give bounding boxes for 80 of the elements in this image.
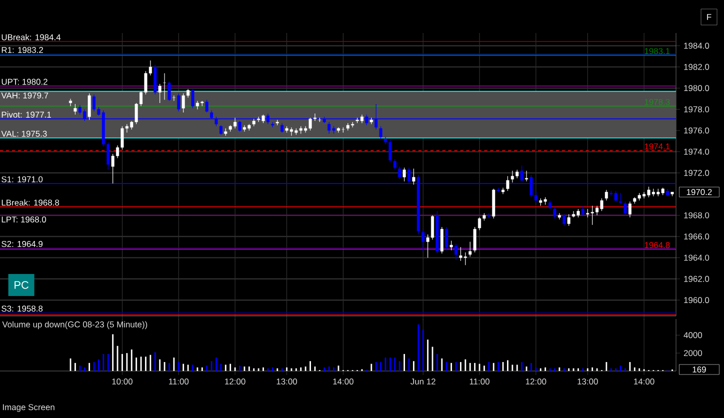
y-tick-label: 1960.0 (684, 297, 710, 304)
ref-line-label: S3: 1958.8 (2, 306, 43, 312)
candlestick (219, 124, 222, 136)
candlestick (402, 167, 406, 182)
text: Image Screen (2, 404, 54, 412)
ref-line-label: LPT: 1968.0 (2, 216, 46, 222)
x-tick-label: 13:00 (276, 378, 298, 385)
candlestick (280, 122, 284, 133)
y-tick-label: 1974.0 (684, 148, 710, 155)
y-tick-label: 1968.0 (684, 212, 710, 218)
candlestick (69, 98, 72, 106)
x-tick-label: 10:00 (112, 378, 132, 385)
x-tick-label: 11:00 (169, 378, 189, 385)
candlestick (74, 104, 77, 115)
candlestick (525, 170, 528, 182)
ref-line-label: S2: 1964.9 (2, 240, 43, 247)
ref-line-label: 1983.1 (644, 48, 670, 54)
candlestick (440, 226, 444, 254)
text: 169 (692, 366, 706, 372)
y-tick-label: 2000 (684, 350, 702, 356)
text: PC (14, 281, 29, 289)
candlestick (158, 84, 162, 104)
candlestick (454, 244, 458, 260)
candlestick (562, 214, 566, 226)
candlestick (412, 168, 416, 185)
x-tick-label: 14:00 (634, 378, 654, 385)
x-tick-label: 12:00 (526, 378, 546, 385)
y-tick-label: 4000 (684, 332, 702, 338)
text: F (707, 14, 712, 20)
candlestick (450, 240, 453, 251)
chart-title: Volume up down(GC 08-23 (5 Minute)) (2, 321, 148, 330)
candlestick (393, 158, 396, 170)
candlestick (553, 206, 556, 219)
ref-line-label: 1974.1 (644, 143, 670, 150)
candlestick (422, 230, 425, 252)
y-tick-label: 1978.0 (684, 106, 710, 112)
ref-line-label: R1: 1983.2 (2, 47, 43, 53)
ref-line-label: LBreak: 1968.8 (2, 199, 60, 206)
candlestick (581, 205, 584, 216)
candlestick (205, 99, 208, 113)
candlestick (88, 93, 91, 120)
candlestick (473, 226, 476, 253)
candlestick (624, 201, 627, 216)
x-tick-label: 13:00 (578, 378, 598, 385)
ref-line-label: Pivot: 1977.1 (2, 111, 51, 118)
y-tick-label: 1980.0 (684, 85, 710, 92)
x-tick-label: 12:00 (225, 378, 246, 385)
y-tick-label: 1982.0 (684, 64, 710, 70)
ref-line-label: UBreak: 1984.4 (2, 34, 61, 40)
candlestick (172, 95, 176, 102)
y-tick-label: 1964.0 (684, 254, 710, 261)
y-tick-label: 1976.0 (684, 128, 710, 134)
ref-line-label: UPT: 1980.2 (2, 78, 48, 85)
candlestick (619, 192, 622, 204)
candlestick (468, 242, 472, 257)
ref-line-label: VAH: 1979.7 (1, 92, 48, 98)
y-tick-label: 1984.0 (684, 42, 710, 49)
y-tick-label: 1972.0 (684, 170, 710, 176)
candlestick (168, 81, 171, 102)
candlestick (191, 88, 194, 109)
x-tick-label: 14:00 (333, 378, 354, 385)
text: 1970.2 (686, 189, 712, 196)
ref-line-label: S1: 1971.0 (2, 176, 43, 182)
ref-line-label: VAL: 1975.3 (1, 130, 47, 137)
ref-line-label: 1964.8 (644, 242, 670, 248)
y-tick-label: 1962.0 (684, 276, 710, 282)
candlestick (506, 176, 510, 192)
candlestick (628, 201, 632, 218)
candlestick (379, 126, 382, 140)
candlestick (177, 93, 180, 112)
candlestick (163, 72, 166, 100)
candlestick (398, 166, 402, 180)
ref-line-label: 1978.3 (644, 98, 670, 105)
y-tick-label: 1966.0 (684, 234, 710, 240)
candlestick (567, 214, 570, 226)
x-tick-label: 11:00 (470, 378, 490, 385)
candlestick (445, 226, 448, 251)
candlestick (604, 190, 608, 201)
x-tick-label: Jun 12 (410, 378, 436, 385)
candlestick (502, 187, 505, 194)
